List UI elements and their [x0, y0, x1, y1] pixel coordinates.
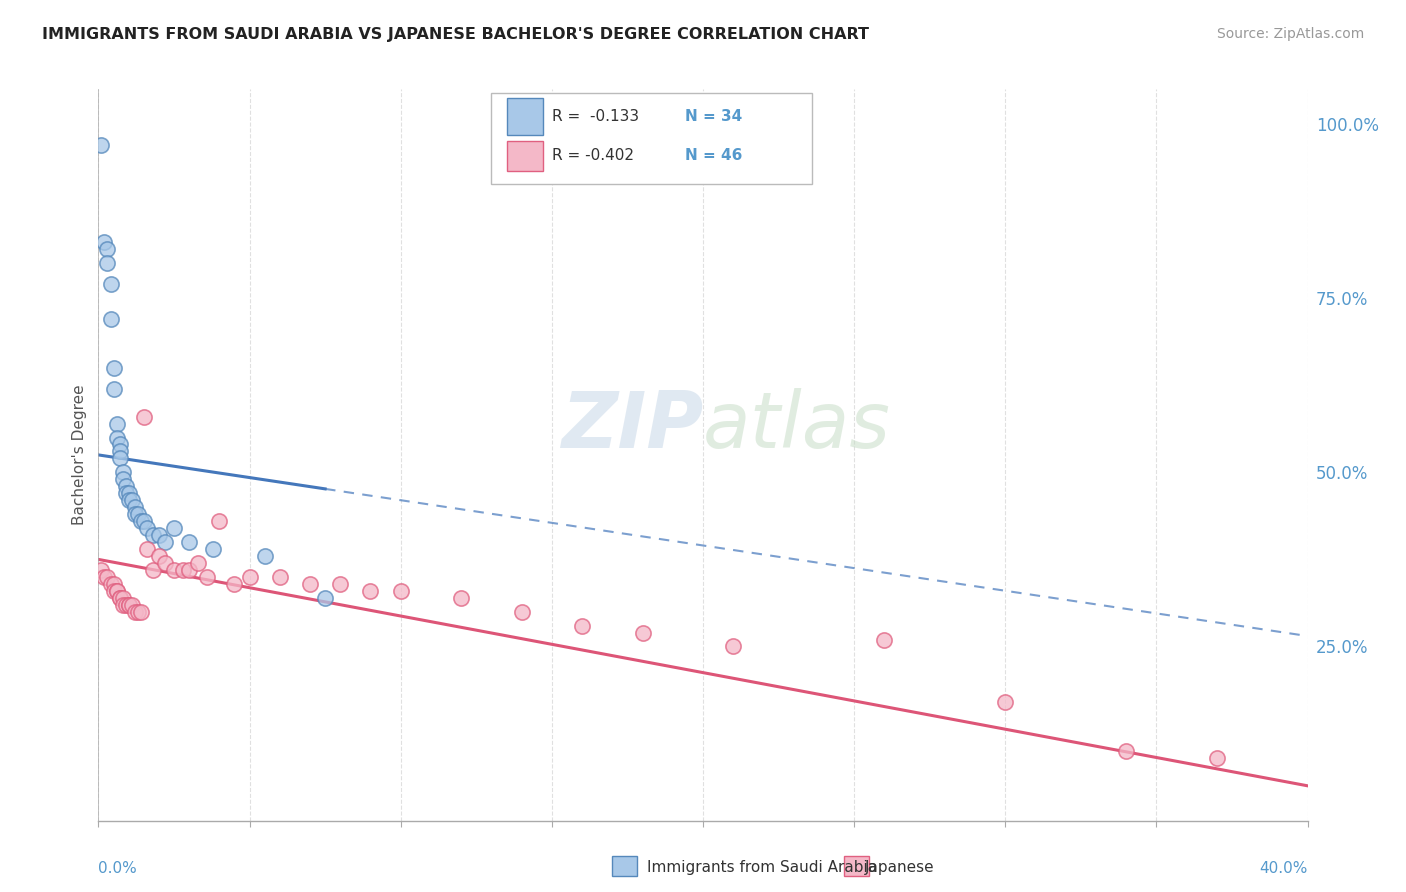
Point [96, 243, 118, 257]
FancyBboxPatch shape [492, 93, 811, 185]
Point [93, 570, 115, 584]
Point [118, 493, 141, 508]
Point [105, 583, 128, 598]
Point [114, 479, 136, 493]
Point [148, 528, 170, 542]
Point [153, 556, 176, 570]
Text: Japanese: Japanese [865, 860, 935, 874]
Point [121, 493, 143, 508]
Y-axis label: Bachelor's Degree: Bachelor's Degree [72, 384, 87, 525]
Text: 40.0%: 40.0% [1260, 861, 1308, 876]
Point [100, 576, 122, 591]
Point [163, 563, 186, 577]
Text: IMMIGRANTS FROM SAUDI ARABIA VS JAPANESE BACHELOR'S DEGREE CORRELATION CHART: IMMIGRANTS FROM SAUDI ARABIA VS JAPANESE… [42, 27, 869, 42]
Text: N = 34: N = 34 [685, 109, 742, 124]
Point [105, 583, 128, 598]
Point [195, 570, 218, 584]
Point [179, 535, 201, 549]
Bar [844, 856, 869, 876]
Point [118, 598, 141, 612]
Point [208, 514, 231, 528]
Point [360, 583, 382, 598]
Point [135, 541, 157, 556]
Point [124, 500, 146, 515]
Point [163, 521, 186, 535]
Point [108, 591, 131, 605]
Text: Source: ZipAtlas.com: Source: ZipAtlas.com [1216, 27, 1364, 41]
Point [187, 556, 209, 570]
Point [132, 514, 155, 528]
Point [105, 430, 128, 444]
Text: atlas: atlas [703, 388, 891, 464]
Point [129, 605, 152, 619]
Point [103, 360, 125, 375]
Point [253, 549, 276, 563]
Point [132, 409, 155, 424]
Point [121, 598, 143, 612]
Point [103, 583, 125, 598]
Point [127, 605, 149, 619]
Point [723, 640, 745, 654]
Text: Immigrants from Saudi Arabia: Immigrants from Saudi Arabia [647, 860, 877, 874]
Point [148, 549, 170, 563]
Point [389, 583, 412, 598]
Point [450, 591, 472, 605]
Point [172, 563, 194, 577]
Point [994, 695, 1017, 709]
Point [135, 521, 157, 535]
Point [108, 437, 131, 451]
Point [96, 570, 118, 584]
Point [96, 256, 118, 270]
Point [129, 514, 152, 528]
Point [100, 312, 122, 326]
Bar [612, 856, 637, 876]
Point [631, 625, 654, 640]
Text: 0.0%: 0.0% [98, 861, 138, 876]
Point [124, 605, 146, 619]
Point [314, 591, 336, 605]
Point [1206, 751, 1229, 765]
Point [111, 466, 134, 480]
Point [108, 444, 131, 458]
Point [90, 563, 112, 577]
Text: N = 46: N = 46 [685, 148, 742, 163]
Point [103, 382, 125, 396]
Point [124, 507, 146, 521]
Point [111, 598, 134, 612]
Point [153, 535, 176, 549]
Point [114, 598, 136, 612]
Point [127, 507, 149, 521]
Point [571, 618, 593, 632]
Point [100, 277, 122, 292]
Text: R =  -0.133: R = -0.133 [551, 109, 638, 124]
Point [118, 486, 141, 500]
Point [111, 591, 134, 605]
Point [108, 591, 131, 605]
FancyBboxPatch shape [508, 141, 543, 170]
Point [299, 576, 322, 591]
Point [179, 563, 201, 577]
Point [202, 541, 225, 556]
Text: R = -0.402: R = -0.402 [551, 148, 634, 163]
Point [224, 576, 246, 591]
Point [114, 486, 136, 500]
Point [510, 605, 533, 619]
Point [93, 235, 115, 250]
Point [105, 417, 128, 431]
Point [111, 472, 134, 486]
Point [1115, 744, 1137, 758]
Point [239, 570, 262, 584]
Point [90, 137, 112, 152]
Point [103, 576, 125, 591]
Text: ZIP: ZIP [561, 388, 703, 464]
Point [873, 632, 896, 647]
Point [329, 576, 352, 591]
Point [142, 528, 165, 542]
FancyBboxPatch shape [508, 98, 543, 135]
Point [269, 570, 291, 584]
Point [118, 598, 141, 612]
Point [108, 451, 131, 466]
Point [142, 563, 165, 577]
